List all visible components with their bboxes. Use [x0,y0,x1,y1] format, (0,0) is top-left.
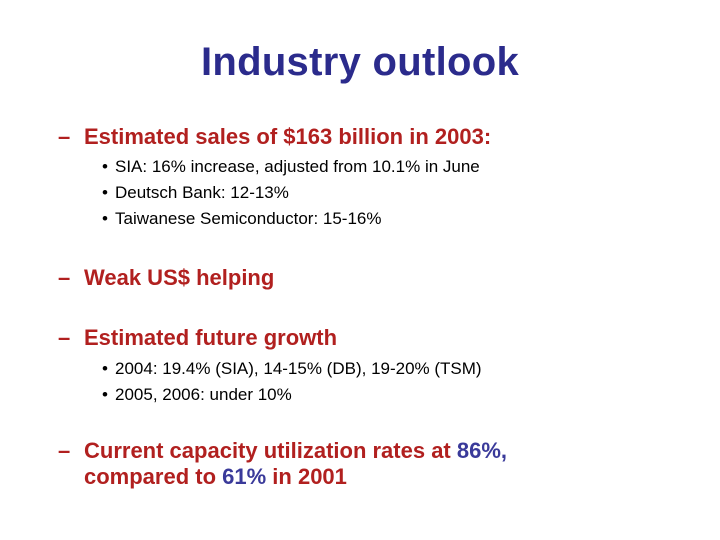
sub-bullet-text: 2004: 19.4% (SIA), 14-15% (DB), 19-20% (… [115,359,482,378]
bullet-text: Estimated future growth [84,325,338,350]
dash-marker: – [58,325,71,350]
bullet-text: compared to 61% in 2001 [84,464,347,490]
sub-bullet-text: SIA: 16% increase, adjusted from 10.1% i… [115,157,480,176]
capacity-text-part3: compared to [84,464,223,489]
bullet-text: Estimated sales of $163 billion in 2003: [84,124,492,149]
utilization-value-86: 86% [456,438,501,463]
bullet-text: Weak US$ helping [84,265,275,290]
dash-marker: – [58,265,71,290]
bullet-dot: • [102,157,108,176]
bullet-text: Current capacity utilization rates at 86… [84,438,507,464]
bullet-dot: • [102,183,108,202]
slide-title-text: Industry outlook [200,40,520,84]
sub-bullet-text: Deutsch Bank: 12-13% [115,183,289,202]
bullet-dot: • [102,385,108,404]
bullet-dot: • [102,359,108,378]
capacity-text-part4: in 2001 [266,464,347,489]
sub-bullet-text: 2005, 2006: under 10% [115,385,292,404]
capacity-text-part1: Current capacity utilization rates at [84,438,457,463]
dash-marker: – [58,438,71,463]
comma: , [500,438,508,463]
utilization-value-61: 61% [222,464,267,489]
bullet-dot: • [102,209,108,228]
slide-title: Industry outlook [0,40,720,85]
dash-marker: – [58,124,71,149]
sub-bullet-text: Taiwanese Semiconductor: 15-16% [115,209,382,228]
